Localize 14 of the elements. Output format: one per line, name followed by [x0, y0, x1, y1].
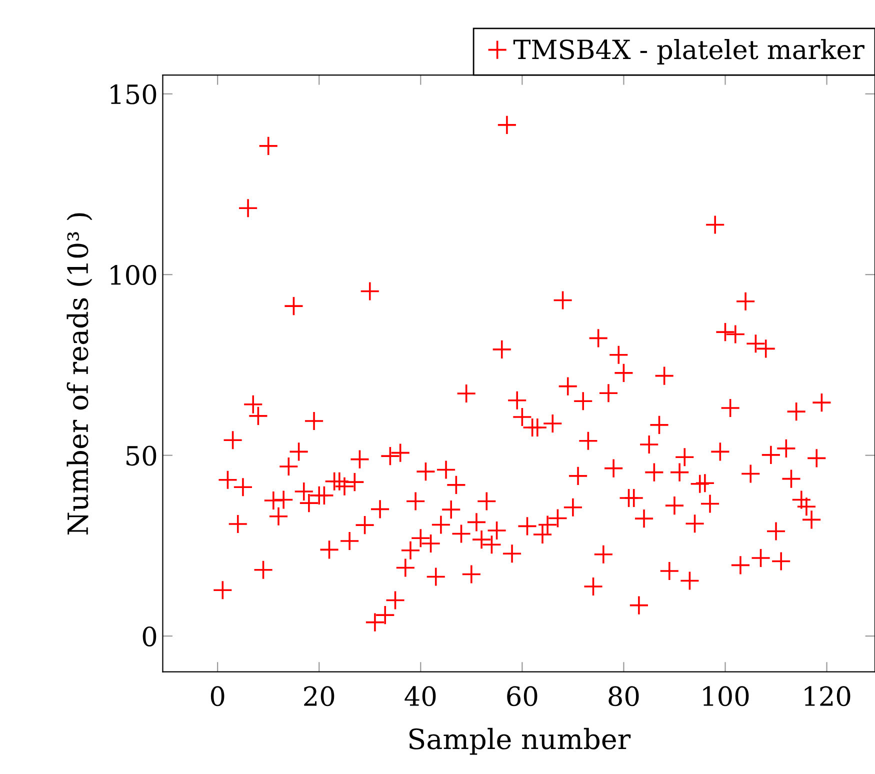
x-tick-label: 40 [404, 686, 436, 706]
x-tick-label: 20 [304, 686, 334, 706]
y-tick-label: 100 [110, 265, 156, 285]
y-tick-label: 0 [142, 626, 156, 646]
x-tick-label: 100 [703, 686, 749, 706]
y-tick-label: 50 [126, 446, 156, 466]
x-tick-label: 60 [507, 686, 538, 706]
x-tick-label: 120 [804, 686, 850, 706]
legend-label: TMSB4X - platelet marker [513, 38, 864, 65]
x-axis-title: Sample number [409, 728, 631, 755]
x-tick-label: 0 [210, 686, 224, 706]
x-tick-label: 80 [608, 686, 639, 706]
y-axis-title: Number of reads (10³ ) [66, 213, 92, 535]
y-tick-label: 150 [110, 84, 156, 104]
